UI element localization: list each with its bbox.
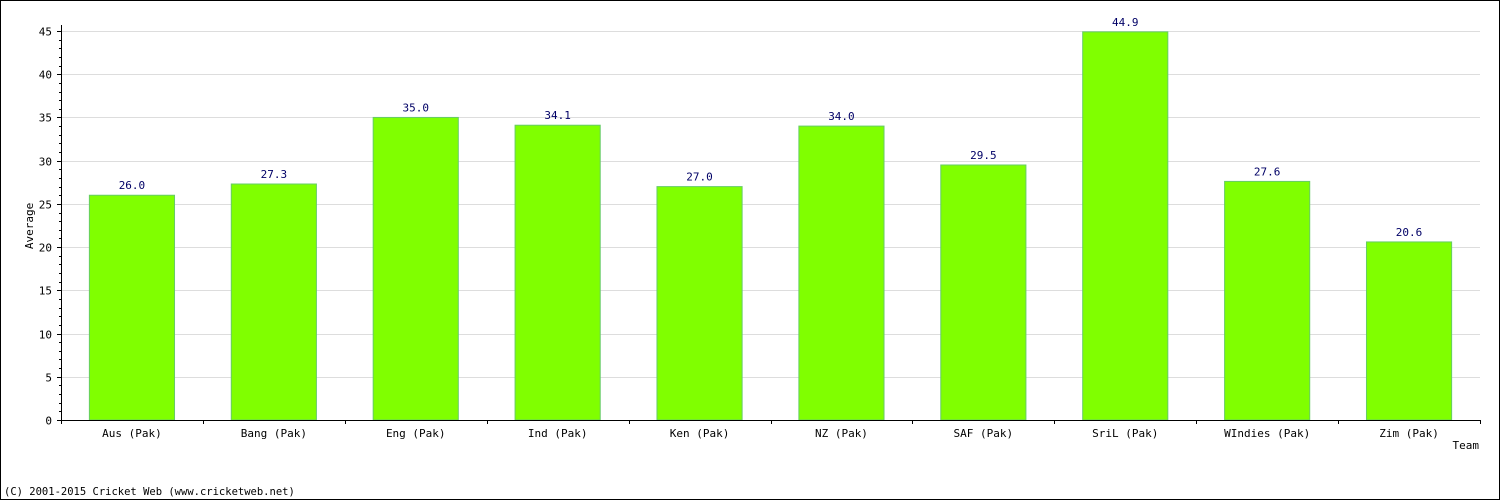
y-tick-label: 40: [39, 69, 52, 82]
bar-value-label: 27.0: [686, 171, 713, 184]
y-tick-label: 20: [39, 242, 52, 255]
bar: [1082, 31, 1169, 421]
x-tick-label: Zim (Pak): [1379, 427, 1439, 440]
bar-value-label: 34.1: [544, 109, 571, 122]
x-tick-label: NZ (Pak): [815, 427, 868, 440]
x-tick-label: WIndies (Pak): [1224, 427, 1310, 440]
bar-value-label: 34.0: [828, 110, 855, 123]
x-tick-label: SAF (Pak): [954, 427, 1014, 440]
bars: [88, 31, 1453, 421]
bar: [798, 125, 885, 421]
y-tick-label: 45: [39, 26, 52, 39]
bar: [1365, 241, 1453, 421]
y-tick-label: 35: [39, 112, 52, 125]
bar-value-label: 29.5: [970, 149, 997, 162]
axes: [57, 25, 1481, 424]
y-tick-label: 25: [39, 199, 52, 212]
x-tick-label: Ken (Pak): [670, 427, 730, 440]
x-tick-label: Eng (Pak): [386, 427, 446, 440]
y-axis-title: Average: [23, 203, 36, 249]
y-tick-label: 0: [45, 415, 52, 428]
y-tick-label: 5: [45, 372, 52, 385]
copyright-footer: (C) 2001-2015 Cricket Web (www.cricketwe…: [4, 486, 295, 498]
x-tick-label: Aus (Pak): [102, 427, 162, 440]
bar: [88, 194, 176, 421]
bar-value-label: 44.9: [1112, 16, 1139, 29]
bar-value-label: 26.0: [119, 179, 146, 192]
bar: [940, 164, 1027, 421]
bar-value-label: 27.3: [261, 168, 288, 181]
x-tick-label: Bang (Pak): [241, 427, 307, 440]
x-axis-title: Team: [1453, 439, 1480, 452]
bar: [1224, 180, 1311, 421]
labels: 0 5 10 15 20 25 30 35 40 45 26.0 Aus (Pak) 27.3 Bang …: [39, 16, 1439, 440]
y-tick-label: 15: [39, 285, 52, 298]
bar: [372, 116, 459, 421]
bar: [656, 186, 743, 421]
bar: [230, 183, 317, 421]
y-tick-label: 10: [39, 329, 52, 342]
y-tick-label: 30: [39, 156, 52, 169]
x-tick-label: SriL (Pak): [1092, 427, 1158, 440]
bar: [514, 124, 601, 421]
bar-value-label: 35.0: [403, 101, 430, 114]
bar-value-label: 27.6: [1254, 165, 1281, 178]
bar-value-label: 20.6: [1396, 226, 1423, 239]
x-tick-label: Ind (Pak): [528, 427, 588, 440]
